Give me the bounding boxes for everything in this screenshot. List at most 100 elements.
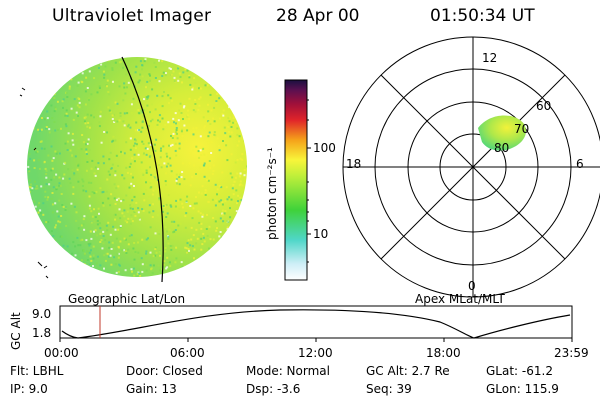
disk-noise-pixel — [71, 252, 73, 255]
disk-noise-pixel — [53, 176, 56, 179]
altitude-ytick-low: 1.8 — [32, 326, 51, 340]
disk-noise-pixel — [59, 259, 62, 262]
disk-noise-pixel — [188, 57, 191, 60]
disk-noise-pixel — [168, 261, 171, 264]
disk-noise-pixel — [182, 71, 185, 74]
disk-noise-pixel — [34, 93, 37, 96]
disk-noise-pixel — [236, 172, 239, 175]
disk-noise-pixel — [129, 126, 132, 129]
disk-noise-pixel — [201, 63, 204, 66]
disk-noise-pixel — [179, 76, 182, 78]
disk-noise-pixel — [117, 270, 120, 273]
disk-noise-pixel — [80, 259, 83, 262]
disk-noise-pixel — [93, 116, 95, 119]
disk-noise-pixel — [173, 230, 176, 233]
disk-noise-pixel — [52, 235, 55, 237]
disk-noise-pixel — [197, 108, 200, 111]
disk-noise-pixel — [114, 228, 117, 231]
disk-noise-pixel — [90, 249, 92, 252]
disk-noise-pixel — [107, 197, 110, 200]
disk-noise-pixel — [59, 246, 62, 249]
disk-noise-pixel — [193, 164, 195, 167]
disk-noise-pixel — [198, 221, 201, 224]
disk-noise-pixel — [132, 267, 135, 270]
disk-noise-pixel — [188, 74, 191, 77]
disk-noise-pixel — [53, 121, 56, 123]
disk-noise-pixel — [130, 182, 133, 185]
disk-noise-pixel — [139, 274, 142, 277]
disk-noise-pixel — [205, 228, 208, 230]
disk-noise-pixel — [164, 250, 167, 253]
disk-noise-pixel — [194, 110, 197, 113]
disk-noise-pixel — [98, 121, 101, 124]
disk-noise-pixel — [169, 157, 172, 160]
disk-noise-pixel — [173, 121, 175, 124]
disk-noise-pixel — [195, 228, 198, 231]
disk-noise-pixel — [81, 134, 84, 136]
disk-noise-pixel — [108, 158, 111, 161]
disk-noise-pixel — [85, 190, 88, 193]
disk-noise-pixel — [86, 142, 89, 145]
disk-noise-pixel — [33, 256, 36, 259]
disk-noise-pixel — [48, 272, 51, 275]
disk-noise-pixel — [226, 229, 229, 232]
disk-noise-pixel — [43, 92, 46, 95]
disk-noise-pixel — [147, 95, 150, 98]
disk-noise-pixel — [168, 102, 170, 105]
disk-noise-pixel — [222, 114, 225, 117]
disk-noise-pixel — [216, 227, 218, 230]
disk-noise-pixel — [169, 144, 172, 147]
disk-noise-pixel — [178, 65, 181, 68]
disk-noise-pixel — [230, 126, 233, 128]
disk-noise-pixel — [130, 214, 133, 217]
disk-noise-pixel — [36, 221, 39, 224]
disk-noise-pixel — [185, 140, 188, 143]
disk-noise-pixel — [208, 59, 211, 62]
disk-noise-pixel — [235, 80, 238, 83]
disk-noise-pixel — [91, 159, 94, 162]
disk-noise-pixel — [132, 201, 135, 204]
disk-noise-pixel — [114, 263, 117, 266]
disk-noise-pixel — [77, 147, 80, 150]
disk-noise-pixel — [203, 153, 206, 156]
disk-noise-pixel — [142, 108, 145, 111]
disk-noise-pixel — [181, 81, 183, 84]
disk-noise-pixel — [176, 182, 178, 185]
disk-noise-pixel — [232, 121, 235, 124]
disk-noise-pixel — [154, 77, 157, 79]
disk-noise-pixel — [222, 276, 225, 277]
disk-noise-pixel — [188, 249, 190, 252]
disk-noise-pixel — [174, 261, 177, 264]
disk-noise-pixel — [92, 265, 94, 267]
disk-noise-pixel — [66, 96, 69, 98]
disk-noise-pixel — [43, 147, 46, 150]
disk-noise-pixel — [193, 68, 196, 71]
disk-noise-pixel — [173, 58, 176, 61]
disk-noise-pixel — [203, 162, 206, 165]
disk-noise-pixel — [224, 134, 227, 137]
disk-noise-pixel — [90, 167, 93, 170]
disk-noise-pixel — [88, 263, 91, 266]
disk-noise-pixel — [124, 250, 127, 253]
disk-noise-pixel — [165, 165, 168, 168]
disk-noise-pixel — [106, 85, 108, 88]
disk-noise-pixel — [70, 78, 73, 81]
disk-noise-pixel — [241, 184, 244, 187]
disk-noise-pixel — [202, 258, 205, 261]
filter-readout: Flt: LBHL — [10, 364, 64, 378]
disk-noise-pixel — [38, 202, 41, 205]
disk-noise-pixel — [71, 269, 74, 272]
disk-noise-pixel — [88, 204, 91, 207]
disk-noise-pixel — [108, 93, 111, 96]
disk-noise-pixel — [39, 140, 42, 143]
disk-noise-pixel — [215, 229, 218, 232]
disk-noise-pixel — [215, 100, 218, 103]
disk-noise-pixel — [111, 241, 114, 244]
disk-noise-pixel — [59, 235, 62, 238]
disk-noise-pixel — [157, 264, 160, 267]
disk-noise-pixel — [99, 264, 102, 267]
disk-noise-pixel — [94, 166, 97, 169]
disk-noise-pixel — [151, 88, 154, 91]
disk-noise-pixel — [61, 204, 64, 206]
disk-noise-pixel — [202, 62, 204, 65]
